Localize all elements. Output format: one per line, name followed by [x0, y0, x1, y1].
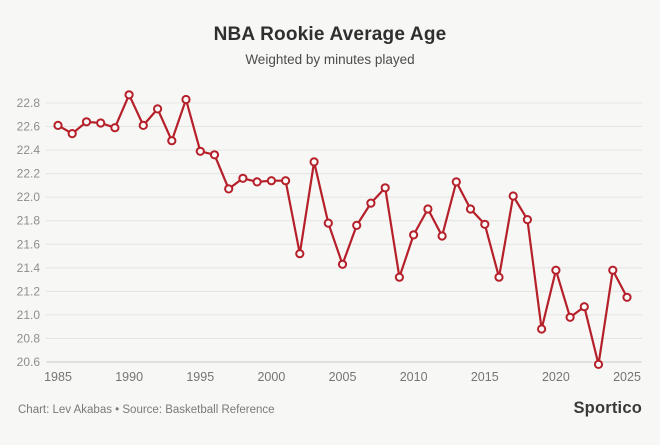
- y-tick-label: 22.6: [17, 120, 41, 134]
- y-tick-label: 21.8: [17, 214, 41, 228]
- y-tick-label: 21.6: [17, 237, 41, 251]
- data-point: [480, 219, 490, 229]
- data-point: [167, 136, 177, 146]
- x-tick-label: 1995: [186, 370, 214, 384]
- x-tick-label: 2025: [613, 370, 641, 384]
- y-tick-label: 22.8: [17, 96, 41, 110]
- data-point: [181, 94, 191, 105]
- x-tick-label: 2000: [257, 370, 285, 384]
- x-tick-label: 2015: [471, 370, 499, 384]
- y-tick-label: 21.4: [17, 261, 41, 275]
- y-tick-label: 22.4: [17, 143, 41, 157]
- data-point: [394, 272, 404, 282]
- data-point: [465, 204, 476, 214]
- x-tick-label: 2020: [542, 370, 570, 384]
- data-point: [238, 173, 248, 183]
- data-point: [352, 220, 362, 230]
- data-point: [593, 359, 604, 369]
- data-point: [195, 146, 205, 156]
- x-tick-label: 1990: [115, 370, 143, 384]
- data-point: [366, 198, 376, 208]
- chart-subtitle: Weighted by minutes played: [245, 52, 415, 67]
- data-point: [409, 230, 419, 240]
- sportico-logo: Sportico: [573, 399, 642, 417]
- data-line: [56, 93, 629, 366]
- data-point: [96, 118, 106, 128]
- data-point: [209, 150, 220, 160]
- data-point: [67, 129, 77, 139]
- data-point: [565, 312, 575, 322]
- data-point: [295, 249, 305, 259]
- data-point: [224, 184, 234, 194]
- data-point: [266, 176, 276, 186]
- data-point: [608, 265, 618, 275]
- data-point: [53, 120, 63, 131]
- data-point: [522, 215, 533, 225]
- y-tick-label: 21.2: [17, 284, 41, 298]
- x-tick-label: 1985: [44, 370, 72, 384]
- x-tick-label: 2010: [400, 370, 428, 384]
- data-point: [494, 272, 504, 282]
- chart-title: NBA Rookie Average Age: [213, 24, 447, 45]
- source-credit: Chart: Lev Akabas • Source: Basketball R…: [18, 404, 275, 416]
- y-tick-label: 22.2: [17, 167, 41, 181]
- y-tick-label: 20.8: [17, 331, 41, 345]
- data-point: [252, 177, 262, 187]
- data-point: [537, 324, 547, 334]
- data-point: [281, 176, 291, 186]
- data-point: [110, 123, 120, 133]
- y-tick-label: 20.6: [17, 355, 41, 369]
- data-point: [138, 120, 148, 131]
- data-point: [124, 90, 134, 100]
- y-tick-label: 21.0: [17, 308, 41, 322]
- data-point: [622, 292, 632, 302]
- data-point: [437, 231, 447, 241]
- data-point: [153, 104, 163, 114]
- data-point: [380, 183, 390, 193]
- y-tick-label: 22.0: [17, 190, 41, 204]
- data-point: [579, 302, 589, 312]
- data-point: [323, 218, 333, 228]
- x-tick-label: 2005: [329, 370, 357, 384]
- data-point: [451, 177, 461, 187]
- data-point: [551, 265, 561, 275]
- data-point: [423, 204, 433, 214]
- data-point: [337, 259, 348, 269]
- data-point: [508, 191, 518, 201]
- data-point: [81, 117, 92, 127]
- data-point: [309, 157, 319, 167]
